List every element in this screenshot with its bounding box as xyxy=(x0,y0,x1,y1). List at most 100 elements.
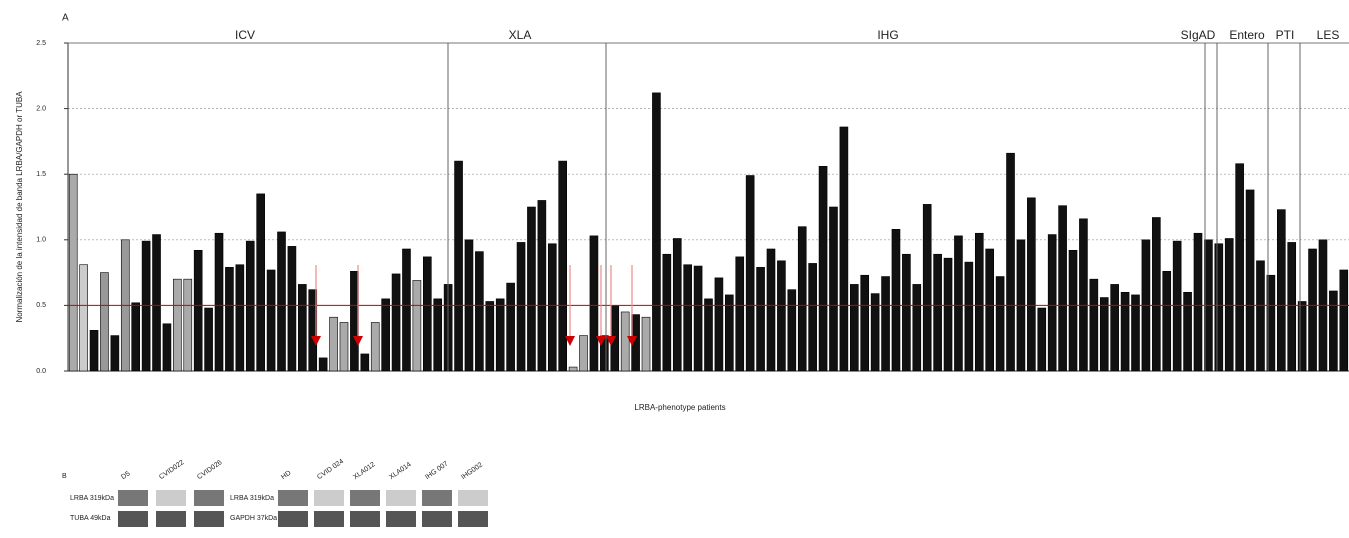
panel-label: B xyxy=(62,473,67,480)
bar xyxy=(423,257,431,371)
bar xyxy=(1038,308,1046,371)
bar xyxy=(777,261,785,371)
bar xyxy=(923,204,931,371)
blot-band xyxy=(118,511,148,527)
bar xyxy=(809,263,817,371)
bar xyxy=(746,176,754,371)
bar xyxy=(1090,279,1098,371)
bar xyxy=(80,265,88,371)
bar xyxy=(882,277,890,371)
bar xyxy=(382,299,390,371)
bar xyxy=(486,301,494,371)
bar xyxy=(1329,291,1337,371)
bar xyxy=(1163,271,1171,371)
bar xyxy=(840,127,848,371)
bar xyxy=(965,262,973,371)
bar xyxy=(277,232,285,371)
blot-row-label: GAPDH 37kDa xyxy=(230,515,277,522)
blot-band xyxy=(156,490,186,506)
bar xyxy=(663,254,671,371)
blot-band xyxy=(350,490,380,506)
bar xyxy=(1173,241,1181,371)
blot-lane-label: XLA014 xyxy=(388,461,413,481)
bar xyxy=(142,241,150,371)
y-axis-title: Normalización de la intensidad de banda … xyxy=(15,91,24,323)
bar xyxy=(434,299,442,371)
bar xyxy=(767,249,775,371)
bar xyxy=(829,207,837,371)
group-label: SIgAD xyxy=(1181,28,1216,42)
bar xyxy=(455,161,463,371)
bar xyxy=(684,265,692,371)
bar xyxy=(850,284,858,371)
bar xyxy=(1100,298,1108,371)
bar xyxy=(975,233,983,371)
bar xyxy=(725,295,733,371)
blot-band xyxy=(350,511,380,527)
bar xyxy=(913,284,921,371)
blot-band xyxy=(194,490,224,506)
blot-lane-label: HD xyxy=(280,470,292,482)
bar xyxy=(225,267,233,371)
bar xyxy=(1288,242,1296,371)
blot-band xyxy=(458,490,488,506)
blot-band xyxy=(422,490,452,506)
bar xyxy=(1059,206,1067,371)
bar xyxy=(673,238,681,371)
bar xyxy=(715,278,723,371)
page: {"chart_data":{"type":"bar","panel":"A",… xyxy=(0,0,1349,538)
blot-lane-label: IHG 007 xyxy=(424,460,449,481)
bar xyxy=(1048,235,1056,371)
bar xyxy=(527,207,535,371)
blot-lane-label: CVID022 xyxy=(158,459,185,481)
bar xyxy=(788,290,796,371)
bar xyxy=(757,267,765,371)
bar xyxy=(1309,249,1317,371)
y-tick-label: 1.0 xyxy=(36,237,46,244)
bar xyxy=(517,242,525,371)
blot-band xyxy=(194,511,224,527)
bar xyxy=(1079,219,1087,371)
bar xyxy=(361,354,369,371)
y-tick-label: 2.5 xyxy=(36,40,46,47)
bar xyxy=(298,284,306,371)
panel-label: A xyxy=(62,13,69,24)
bar xyxy=(996,277,1004,371)
bar xyxy=(475,252,483,371)
bar xyxy=(538,200,546,371)
bar xyxy=(986,249,994,371)
bar xyxy=(944,258,952,371)
group-label: ICV xyxy=(235,28,255,42)
bar xyxy=(205,308,213,371)
blot-lane-label: IHG002 xyxy=(460,462,484,482)
bar xyxy=(798,227,806,371)
figure: A Normalización de la intensidad de band… xyxy=(0,0,1349,538)
bar xyxy=(1215,244,1223,371)
bar xyxy=(330,317,338,371)
bar xyxy=(1121,292,1129,371)
bar xyxy=(215,233,223,371)
bar xyxy=(954,236,962,371)
bar xyxy=(257,194,265,371)
bar xyxy=(132,303,140,371)
bar xyxy=(1298,301,1306,371)
bar xyxy=(580,336,588,371)
bar xyxy=(1131,295,1139,371)
bar xyxy=(1027,198,1035,371)
bar xyxy=(1340,270,1348,371)
blot-lane-label: CVID026 xyxy=(196,459,223,481)
bar xyxy=(236,265,244,371)
bar xyxy=(1225,238,1233,371)
bar xyxy=(100,273,108,371)
bar xyxy=(934,254,942,371)
bar xyxy=(621,312,629,371)
group-label: PTI xyxy=(1276,28,1295,42)
bar xyxy=(819,166,827,371)
bar xyxy=(1277,210,1285,371)
bar xyxy=(1184,292,1192,371)
bar xyxy=(1246,190,1254,371)
blot-band xyxy=(314,511,344,527)
bar xyxy=(402,249,410,371)
y-tick-label: 2.0 xyxy=(36,105,46,112)
